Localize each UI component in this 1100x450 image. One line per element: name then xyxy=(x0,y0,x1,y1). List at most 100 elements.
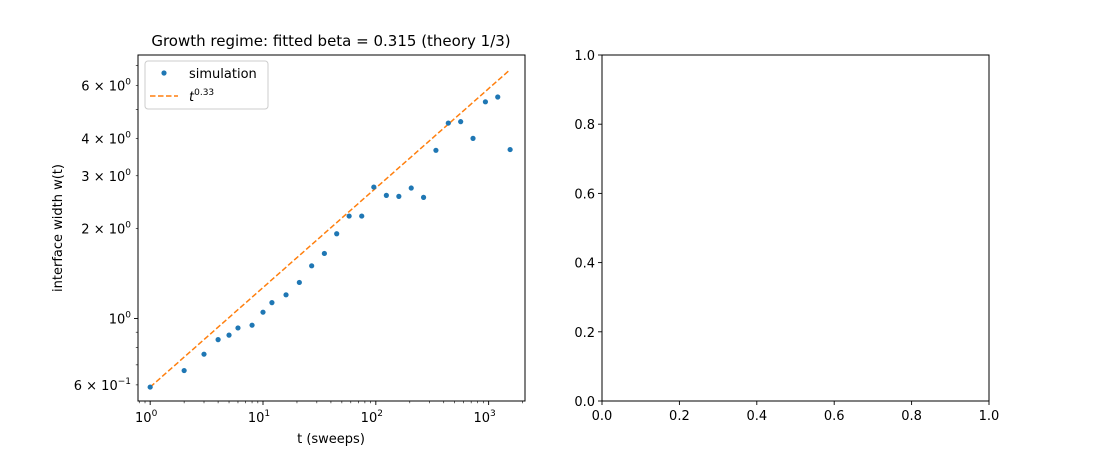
tick-exponent: 0 xyxy=(125,168,131,178)
data-point xyxy=(371,184,377,190)
tick-base: 10 xyxy=(109,222,126,237)
data-point xyxy=(445,120,451,126)
x-tick-label: 101 xyxy=(248,409,270,426)
tick-exponent: 0 xyxy=(152,409,158,419)
y-tick-label-right: 0.0 xyxy=(574,395,595,410)
x-tick-label-right: 0.0 xyxy=(592,409,613,424)
tick-mantissa: 2 xyxy=(81,222,93,237)
data-point xyxy=(482,99,489,105)
y-axis-right: 0.0 0.2 0.4 0.6 0.8 1.0 xyxy=(574,49,602,410)
tick-times: × xyxy=(86,379,101,394)
y-tick-label: 6 × 10−1 xyxy=(74,377,131,394)
tick-exponent: 0 xyxy=(125,130,131,140)
data-point xyxy=(433,147,439,153)
x-axis: 100 101 102 103 xyxy=(135,401,523,426)
data-point xyxy=(296,279,302,286)
x-axis-right: 0.0 0.2 0.4 0.6 0.8 1.0 xyxy=(592,401,1000,424)
data-point xyxy=(249,322,255,328)
legend-fit-exponent: 0.33 xyxy=(194,88,214,98)
x-tick-label-right: 1.0 xyxy=(979,409,1000,424)
fit-line xyxy=(149,69,511,388)
tick-exponent: 0 xyxy=(125,78,131,88)
tick-mantissa: 4 xyxy=(81,132,93,147)
tick-base: 10 xyxy=(109,313,126,328)
x-tick-label-right: 0.6 xyxy=(824,409,845,424)
data-point xyxy=(346,213,352,219)
tick-base: 10 xyxy=(248,411,265,426)
tick-exponent: 0 xyxy=(125,311,131,321)
data-point xyxy=(383,192,389,198)
data-point xyxy=(396,193,402,199)
data-point xyxy=(408,185,414,191)
data-point xyxy=(470,135,476,141)
data-point xyxy=(181,367,187,374)
legend-fit-base: t xyxy=(189,90,195,105)
legend-label-simulation: simulation xyxy=(189,67,257,82)
y-tick-label-right: 0.8 xyxy=(574,118,595,133)
data-point xyxy=(334,231,340,237)
tick-base: 10 xyxy=(109,170,126,185)
data-point xyxy=(260,309,266,315)
data-point xyxy=(309,263,315,269)
tick-mantissa: 3 xyxy=(81,170,93,185)
data-point xyxy=(458,119,464,125)
tick-base: 10 xyxy=(109,132,126,147)
tick-times: × xyxy=(94,170,109,185)
y-tick-label-right: 0.4 xyxy=(574,257,595,272)
legend: simulation t0.33 xyxy=(144,60,269,110)
tick-times: × xyxy=(94,132,109,147)
empty-chart: 0.0 0.2 0.4 0.6 0.8 1.0 0.0 0.2 0.4 0.6 0.8 1.0 xyxy=(574,49,999,424)
x-axis-label: t (sweeps) xyxy=(297,432,365,447)
x-tick-label: 103 xyxy=(474,409,496,426)
axes-frame-right xyxy=(601,54,990,402)
data-point xyxy=(147,384,153,390)
x-tick-label: 102 xyxy=(361,409,383,426)
y-tick-label: 100 xyxy=(109,311,132,328)
data-point xyxy=(201,351,207,357)
x-tick-label-right: 0.8 xyxy=(901,409,922,424)
y-tick-label: 3 × 100 xyxy=(81,168,131,185)
y-axis-label: interface width w(t) xyxy=(51,164,66,292)
data-point xyxy=(283,292,289,298)
tick-base: 10 xyxy=(135,411,152,426)
data-point xyxy=(269,300,275,306)
axes-frame xyxy=(137,54,526,402)
plot-area xyxy=(147,69,513,390)
y-tick-label: 4 × 100 xyxy=(81,130,131,147)
tick-base: 10 xyxy=(474,411,491,426)
data-point xyxy=(226,332,232,338)
tick-exponent: 2 xyxy=(377,409,383,419)
tick-mantissa: 6 xyxy=(81,80,93,95)
tick-exponent: 3 xyxy=(490,409,496,419)
y-tick-label-right: 0.2 xyxy=(574,326,595,341)
y-tick-label: 6 × 100 xyxy=(81,78,131,95)
data-point xyxy=(495,94,501,100)
data-point xyxy=(321,250,327,257)
tick-base: 10 xyxy=(361,411,378,426)
tick-exponent: 0 xyxy=(125,220,131,230)
y-tick-label-right: 1.0 xyxy=(574,49,595,64)
legend-box xyxy=(144,60,269,110)
tick-exponent: 1 xyxy=(264,409,270,419)
growth-chart: Growth regime: fitted beta = 0.315 (theo… xyxy=(51,32,526,447)
tick-times: × xyxy=(94,80,109,95)
data-point xyxy=(507,146,513,153)
tick-mantissa: 6 xyxy=(74,379,86,394)
tick-base: 10 xyxy=(109,80,126,95)
x-tick-label: 100 xyxy=(135,409,158,426)
data-point xyxy=(235,325,241,331)
tick-base: 10 xyxy=(101,379,118,394)
data-point xyxy=(215,337,221,343)
y-tick-label-right: 0.6 xyxy=(574,187,595,202)
data-point xyxy=(420,194,427,200)
legend-marker-simulation xyxy=(161,70,167,76)
tick-exponent: −1 xyxy=(118,377,131,387)
legend-label-fit: t0.33 xyxy=(189,88,214,105)
x-tick-label-right: 0.4 xyxy=(746,409,767,424)
tick-times: × xyxy=(94,222,109,237)
x-tick-label-right: 0.2 xyxy=(669,409,690,424)
chart-title: Growth regime: fitted beta = 0.315 (theo… xyxy=(151,32,510,50)
data-point xyxy=(359,213,365,219)
